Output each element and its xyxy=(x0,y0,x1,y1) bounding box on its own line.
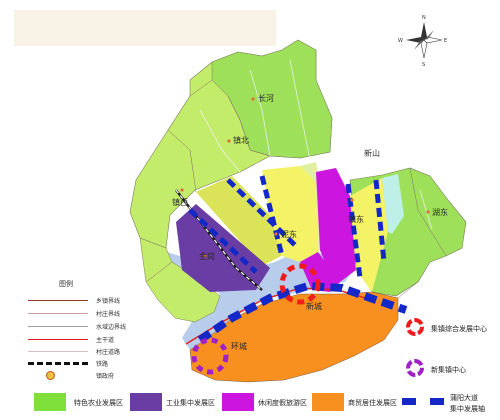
agriculture-swatch-icon xyxy=(34,393,66,411)
place-label: 新山 xyxy=(364,148,380,158)
place-label: 湖东 xyxy=(432,207,448,217)
new-center-ring-icon xyxy=(406,359,424,377)
legend-township-boundary: 乡镇界线 xyxy=(28,296,138,306)
zone-industry-west xyxy=(176,204,270,292)
place-label: 镇东 xyxy=(348,214,364,224)
compass-w: W xyxy=(398,38,403,44)
main-road-line-icon xyxy=(28,339,88,340)
legend-zone-label: 工业集中发展区 xyxy=(166,399,215,407)
legend-line-label: 水域边界线 xyxy=(96,324,127,331)
place-label: 镇北 xyxy=(233,135,249,145)
legend-town-hall: 镇政府 xyxy=(28,371,138,381)
town-hall-markers xyxy=(180,97,430,348)
legend-zone-agriculture: 特色农业发展区 xyxy=(34,393,144,411)
zone-yellow-central xyxy=(262,166,318,262)
village-road-line-icon xyxy=(28,351,88,352)
legend-line-label: 镇政府 xyxy=(96,373,115,380)
legend-line-label: 铁路 xyxy=(96,361,109,368)
village-roads xyxy=(199,59,433,231)
legend-center-label: 新集镇中心 xyxy=(431,366,466,374)
new-center-marker xyxy=(191,337,229,375)
place-label: 金岗 xyxy=(199,251,215,261)
main-center-ring-icon xyxy=(406,318,424,336)
territory-agri-southwest xyxy=(139,237,221,323)
legend-zone-industry: 工业集中发展区 xyxy=(130,393,240,411)
place-label: 环城 xyxy=(231,342,247,351)
commercial-swatch-icon xyxy=(312,393,344,411)
legend-main-center: 集镇综合发展中心 xyxy=(406,318,500,348)
legend-zone-commercial: 商贸居住发展区 xyxy=(312,393,412,411)
zone-cyan-east xyxy=(382,174,404,234)
zone-leisure xyxy=(316,168,356,282)
legend-main-road: 主干道 xyxy=(28,335,138,345)
railway-line-icon xyxy=(28,362,88,365)
legend-zone-label: 商贸居住发展区 xyxy=(348,399,397,407)
legend-village-boundary: 村庄界线 xyxy=(28,309,138,319)
legend-new-center: 新集镇中心 xyxy=(406,359,500,389)
legend-line-label: 主干道 xyxy=(96,337,115,344)
legend-title: 图例 xyxy=(59,280,73,288)
place-label: 新城 xyxy=(306,301,322,311)
village-boundaries xyxy=(145,79,447,299)
legend-water-boundary: 水域边界线 xyxy=(28,322,138,332)
zone-agri-dev-band xyxy=(196,176,300,266)
compass-e: E xyxy=(444,38,447,44)
legend-corridor-line1: 蒲阳大道 xyxy=(450,394,478,402)
legend-line-label: 乡镇界线 xyxy=(96,298,121,305)
township-boundary-line-icon xyxy=(28,300,88,301)
legend-corridor: 蒲阳大道 集中发展轴 xyxy=(402,392,500,418)
legend-corridor-line2: 集中发展轴 xyxy=(450,405,485,413)
zone-leisure-south xyxy=(300,252,340,292)
legend-center-label: 集镇综合发展中心 xyxy=(431,325,487,333)
compass-n: N xyxy=(422,15,426,21)
legend-zone-leisure: 休闲度假旅游区 xyxy=(222,393,322,411)
legend-line-label: 村庄道路 xyxy=(96,349,121,356)
zone-yellow-east xyxy=(350,178,388,292)
industry-swatch-icon xyxy=(130,393,162,411)
legend-village-road: 村庄道路 xyxy=(28,347,138,357)
legend-zone-label: 特色农业发展区 xyxy=(74,399,123,407)
place-label: 泥东 xyxy=(281,229,297,239)
village-boundary-line-icon xyxy=(28,313,88,314)
town-hall-icon xyxy=(46,371,55,380)
compass-s: S xyxy=(422,62,425,68)
place-labels: 长河 镇北 镇西 金岗 泥东 镇东 湖东 新山 新城 环城 xyxy=(172,93,448,351)
place-label: 镇西 xyxy=(172,197,188,207)
corridor-dash-icon xyxy=(402,398,444,405)
puyang-avenue-axis xyxy=(197,281,408,344)
main-center-marker xyxy=(279,263,321,305)
legend-zone-label: 休闲度假旅游区 xyxy=(258,399,307,407)
legend-line-label: 村庄界线 xyxy=(96,311,121,318)
map-title-panel xyxy=(14,10,276,46)
leisure-swatch-icon xyxy=(222,393,254,411)
place-label: 长河 xyxy=(258,93,274,103)
legend-railway: 铁路 xyxy=(28,359,138,369)
water-boundary-line-icon xyxy=(28,326,88,327)
compass-rose: N S E W xyxy=(398,15,447,68)
development-corridors xyxy=(188,175,387,279)
